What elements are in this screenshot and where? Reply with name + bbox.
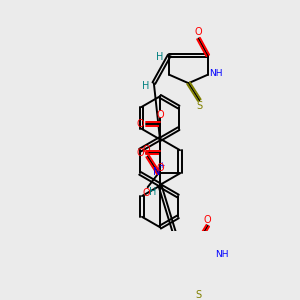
Text: O: O <box>156 110 164 120</box>
Text: +: + <box>158 161 165 170</box>
Text: N: N <box>153 167 161 177</box>
Text: -: - <box>150 149 153 159</box>
Text: O: O <box>156 163 164 173</box>
Text: H: H <box>148 187 156 197</box>
Text: O: O <box>136 148 144 158</box>
Text: O: O <box>195 27 202 38</box>
Text: O: O <box>136 119 144 129</box>
Text: O: O <box>142 145 150 155</box>
Text: S: S <box>196 290 202 300</box>
Text: S: S <box>196 101 203 111</box>
Text: NH: NH <box>215 250 228 260</box>
Text: H: H <box>156 52 164 62</box>
Text: H: H <box>142 81 150 91</box>
Text: NH: NH <box>209 69 222 78</box>
Text: O: O <box>204 214 212 224</box>
Text: O: O <box>142 188 150 198</box>
